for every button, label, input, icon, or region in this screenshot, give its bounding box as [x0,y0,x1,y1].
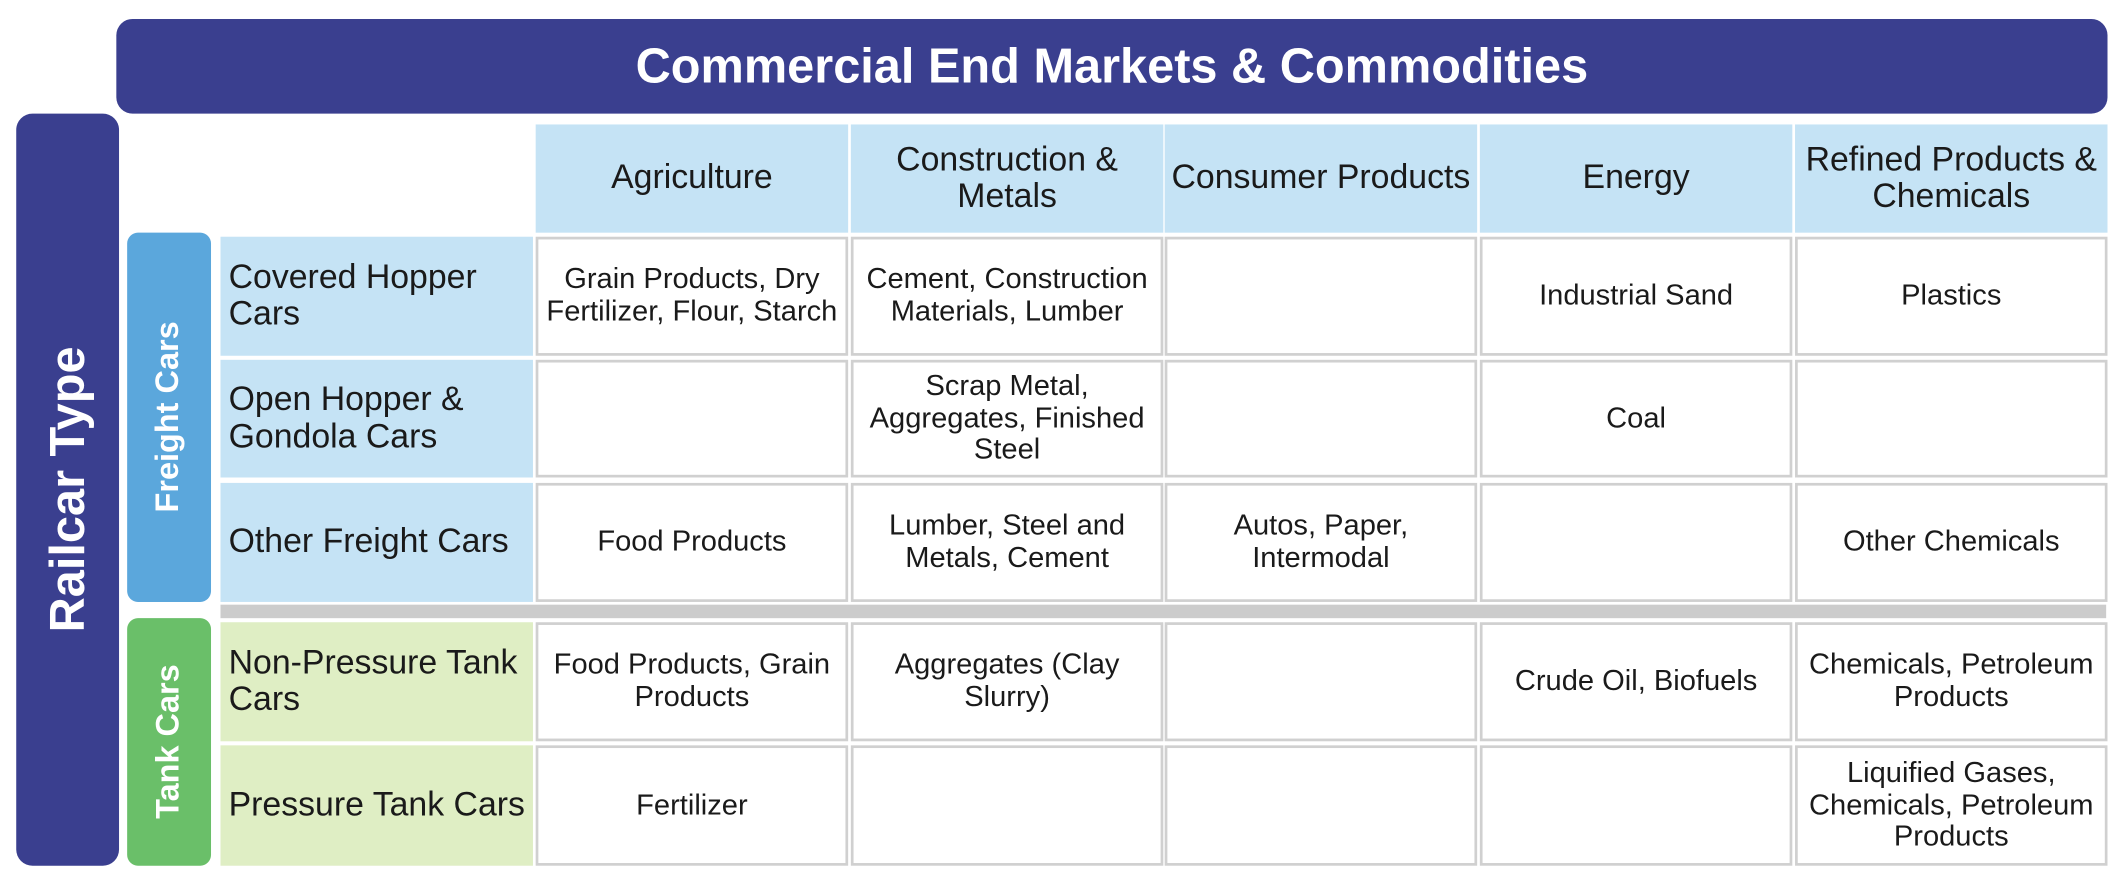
cell [535,359,849,478]
cell-text: Plastics [1901,278,2002,312]
cell-text: Food Products [597,525,787,558]
cell: Food Products [535,482,849,602]
title-bar: Commercial End Markets & Commodities [116,18,2108,114]
cell-text: Coal [1606,401,1666,434]
cell: Lumber, Steel and Metals, Cement [850,482,1164,602]
column-header-text: Energy [1582,158,1690,197]
cell [1164,622,1478,742]
column-header-text: Consumer Products [1171,158,1471,197]
cell [850,745,1164,866]
cell: Autos, Paper, Intermodal [1164,482,1478,602]
cell-text: Industrial Sand [1539,278,1734,312]
cell [1164,236,1478,356]
cell-text: Autos, Paper, Intermodal [1233,509,1409,574]
column-header: Agriculture [535,124,849,233]
cell [1164,359,1478,478]
row-label-text: Other Freight Cars [228,522,509,561]
cell [1479,745,1793,866]
row-label-text: Open Hopper & Gondola Cars [228,380,464,456]
row-label: Open Hopper & Gondola Cars [220,359,533,478]
column-header: Construction & Metals [850,124,1164,233]
cell: Fertilizer [535,745,849,866]
cell: Other Chemicals [1795,482,2108,602]
cell: Cement, Construction Materials, Lumber [850,236,1164,356]
column-header-text: Agriculture [611,158,773,197]
row-label-text: Pressure Tank Cars [228,785,525,824]
row-label: Pressure Tank Cars [220,745,533,866]
cell-text: Grain Products, Dry Fertilizer, Flour, S… [546,262,838,328]
column-header-text: Construction & Metals [896,140,1118,216]
cell: Crude Oil, Biofuels [1479,622,1793,742]
side-label: Railcar Type [16,113,120,866]
cell-text: Crude Oil, Biofuels [1514,664,1758,697]
cell-text: Liquified Gases, Chemicals, Petroleum Pr… [1809,756,2094,853]
row-label-text: Non-Pressure Tank Cars [228,643,518,719]
cell: Grain Products, Dry Fertilizer, Flour, S… [535,236,849,356]
cell-text: Food Products, Grain Products [553,648,831,713]
cell-text: Aggregates (Clay Slurry) [894,648,1120,713]
column-header: Consumer Products [1164,124,1478,233]
group-label-text: Tank Cars [149,664,187,820]
cell: Liquified Gases, Chemicals, Petroleum Pr… [1795,745,2108,866]
column-header: Energy [1479,124,1793,233]
column-header: Refined Products & Chemicals [1795,124,2108,233]
cell: Industrial Sand [1479,236,1793,356]
cell [1164,745,1478,866]
cell: Plastics [1795,236,2108,356]
row-label: Covered Hopper Cars [220,236,533,356]
title-bar-text: Commercial End Markets & Commodities [635,38,1589,94]
row-label: Other Freight Cars [220,482,533,602]
group-label: Tank Cars [127,618,212,866]
cell: Food Products, Grain Products [535,622,849,742]
cell: Aggregates (Clay Slurry) [850,622,1164,742]
row-label-text: Covered Hopper Cars [228,257,477,333]
group-separator [220,604,2107,619]
cell: Chemicals, Petroleum Products [1795,622,2108,742]
cell [1479,482,1793,602]
row-label: Non-Pressure Tank Cars [220,622,533,742]
side-label-text: Railcar Type [39,346,95,633]
cell-text: Fertilizer [636,788,748,821]
cell: Coal [1479,359,1793,478]
column-header-text: Refined Products & Chemicals [1805,140,2097,216]
group-label: Freight Cars [127,232,212,602]
cell-text: Scrap Metal, Aggregates, Finished Steel [869,369,1145,466]
cell-text: Chemicals, Petroleum Products [1809,648,2094,713]
cell-text: Other Chemicals [1842,525,2060,558]
cell [1795,359,2108,478]
cell-text: Cement, Construction Materials, Lumber [866,262,1148,328]
cell-text: Lumber, Steel and Metals, Cement [889,509,1126,574]
group-label-text: Freight Cars [149,321,187,513]
cell: Scrap Metal, Aggregates, Finished Steel [850,359,1164,478]
